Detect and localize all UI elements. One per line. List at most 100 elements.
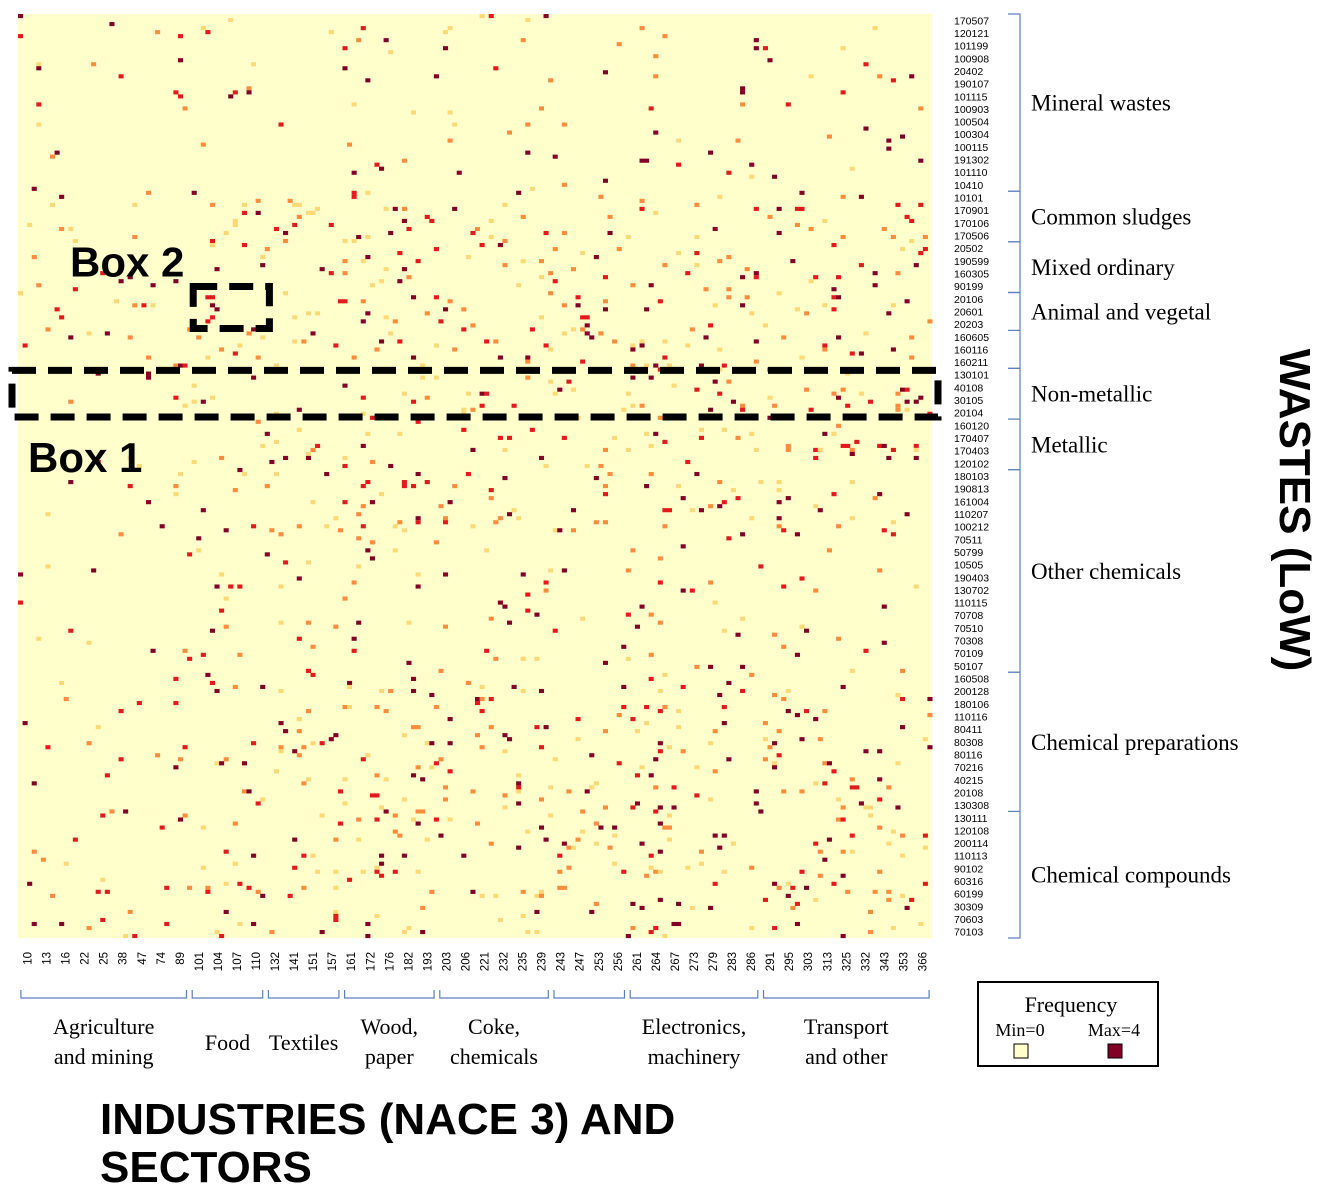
- heatmap-cell: [49, 202, 56, 207]
- heatmap-cell: [278, 584, 284, 589]
- heatmap-cell: [388, 331, 394, 336]
- legend-title: Frequency: [1025, 992, 1118, 1017]
- heatmap-cell: [849, 849, 855, 854]
- heatmap-cell: [671, 383, 677, 388]
- heatmap-cell: [653, 785, 659, 790]
- heatmap-cell: [836, 636, 842, 641]
- heatmap-cell: [488, 616, 494, 621]
- heatmap-cell: [904, 387, 910, 392]
- heatmap-cell: [721, 427, 727, 432]
- heatmap-cell: [342, 383, 348, 388]
- heatmap-cell: [278, 532, 284, 537]
- heatmap-cell: [342, 463, 348, 469]
- heatmap-cell: [836, 524, 842, 529]
- heatmap-cell: [630, 925, 636, 931]
- heatmap-cell: [895, 271, 901, 276]
- heatmap-cell: [200, 399, 206, 404]
- heatmap-cell: [639, 604, 645, 609]
- heatmap-cell: [858, 351, 864, 356]
- heatmap-cell: [479, 745, 485, 750]
- heatmap-cell: [283, 729, 289, 734]
- heatmap-cell: [922, 833, 928, 838]
- heatmap-cell: [913, 455, 919, 461]
- heatmap-cell: [840, 387, 846, 392]
- heatmap-cell: [269, 459, 275, 465]
- heatmap-cell: [506, 620, 513, 625]
- heatmap-cell: [529, 186, 535, 191]
- heatmap-cell: [209, 242, 216, 248]
- heatmap-cell: [918, 395, 924, 400]
- heatmap-cell: [804, 311, 810, 316]
- heatmap-cell: [913, 584, 919, 589]
- heatmap-cell: [305, 668, 311, 673]
- heatmap-cell: [223, 230, 229, 236]
- y-tick-label: 50107: [954, 661, 983, 673]
- heatmap-cell: [488, 488, 494, 493]
- heatmap-cell: [872, 496, 878, 501]
- heatmap-cell: [182, 648, 188, 653]
- heatmap-cell: [740, 303, 746, 308]
- heatmap-cell: [365, 431, 371, 436]
- heatmap-cell: [209, 295, 216, 300]
- heatmap-cell: [379, 339, 385, 344]
- heatmap-cell: [232, 351, 238, 356]
- heatmap-cell: [251, 921, 257, 927]
- heatmap-cell: [342, 66, 348, 71]
- heatmap-cell: [516, 283, 522, 288]
- heatmap-cell: [868, 805, 874, 810]
- heatmap-cell: [415, 869, 421, 874]
- heatmap-cell: [749, 925, 755, 931]
- heatmap-cell: [644, 363, 650, 368]
- heatmap-cell: [383, 709, 389, 714]
- heatmap-cell: [342, 777, 348, 782]
- heatmap-cell: [310, 644, 316, 649]
- heatmap-cell: [511, 508, 517, 513]
- heatmap-cell: [534, 725, 540, 730]
- heatmap-cell: [63, 696, 69, 702]
- sector-bracket: [20, 990, 188, 999]
- heatmap-cell: [379, 861, 385, 866]
- heatmap-cell: [794, 222, 800, 228]
- heatmap-cell: [237, 652, 243, 657]
- sector-label: machinery: [648, 1044, 741, 1069]
- y-tick-label: 130101: [954, 370, 989, 382]
- heatmap-cell: [118, 757, 124, 762]
- heatmap-cell: [653, 130, 659, 135]
- heatmap-cell: [475, 700, 481, 706]
- heatmap-cell: [740, 403, 746, 408]
- heatmap-cell: [740, 275, 746, 280]
- heatmap-cell: [214, 267, 220, 272]
- heatmap-cell: [401, 484, 407, 489]
- heatmap-cell: [219, 608, 225, 613]
- heatmap-cell: [342, 704, 348, 710]
- heatmap-cell: [36, 62, 42, 67]
- heatmap-cell: [849, 480, 855, 485]
- heatmap-cell: [575, 295, 581, 300]
- heatmap-cell: [415, 765, 421, 770]
- heatmap-cell: [662, 263, 668, 268]
- heatmap-cell: [621, 684, 627, 690]
- heatmap-cell: [342, 500, 348, 505]
- heatmap-cell: [360, 443, 366, 448]
- heatmap-cell: [657, 580, 663, 585]
- x-tick-label: 256: [613, 952, 625, 971]
- heatmap-cell: [909, 897, 915, 902]
- heatmap-cell: [548, 347, 554, 352]
- heatmap-cell: [781, 696, 787, 702]
- heatmap-cell: [557, 853, 563, 858]
- heatmap-cell: [301, 745, 307, 750]
- heatmap-cell: [676, 709, 682, 714]
- heatmap-cell: [516, 785, 522, 790]
- heatmap-cell: [602, 805, 609, 810]
- heatmap-cell: [411, 399, 417, 404]
- heatmap-cell: [813, 504, 819, 509]
- heatmap-cell: [634, 729, 641, 734]
- heatmap-cell: [520, 38, 526, 43]
- heatmap-cell: [241, 202, 247, 207]
- heatmap-cell: [237, 467, 243, 473]
- heatmap-cell: [900, 893, 906, 898]
- sector-label: paper: [365, 1044, 415, 1069]
- heatmap-cell: [561, 303, 567, 308]
- heatmap-cell: [881, 443, 887, 448]
- heatmap-cell: [315, 206, 321, 211]
